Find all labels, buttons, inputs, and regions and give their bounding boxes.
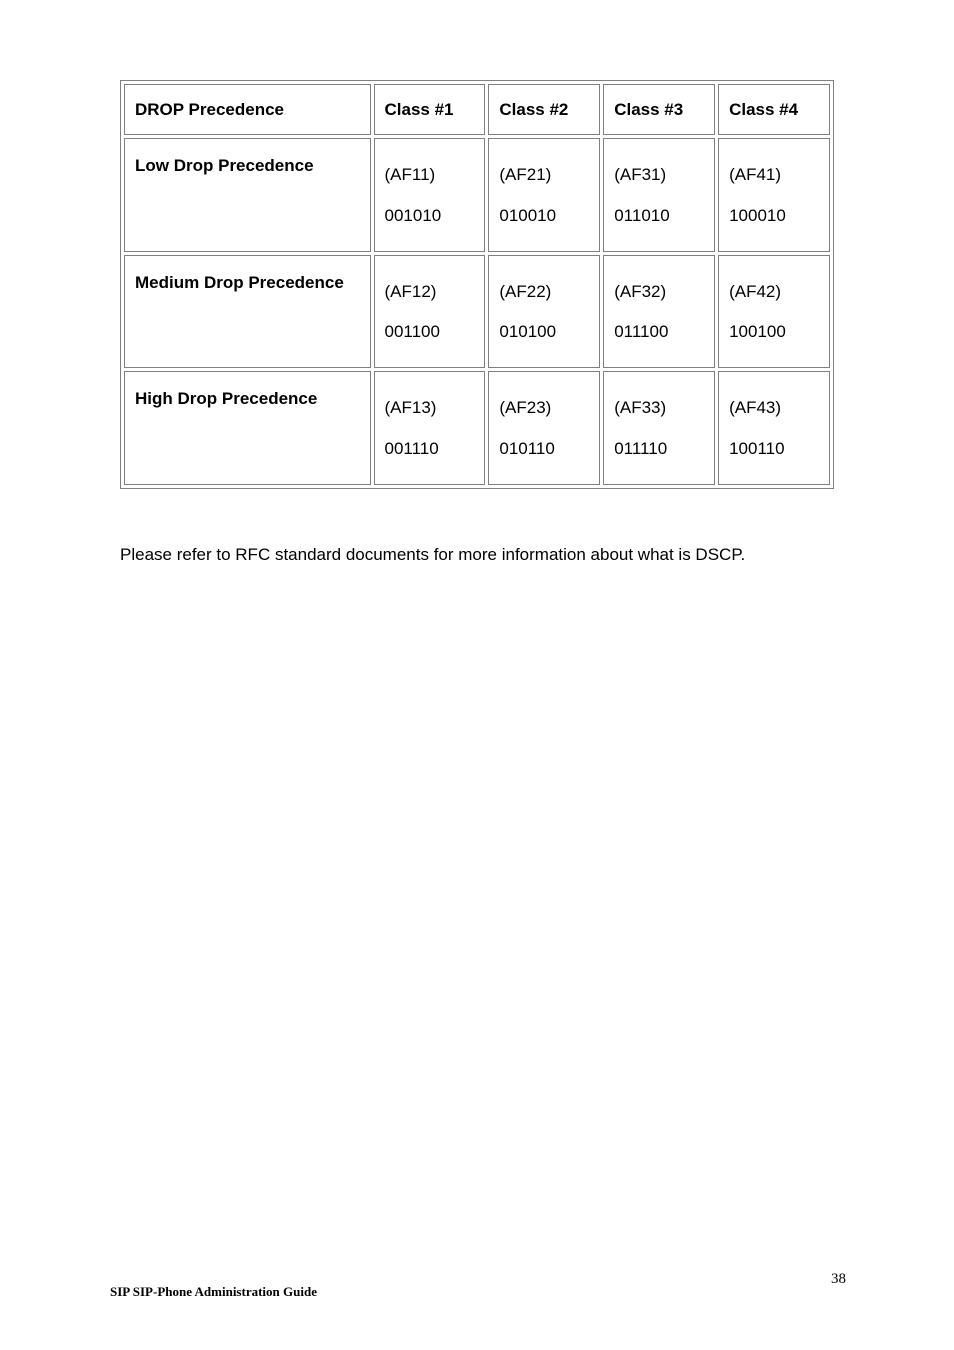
af-code: (AF41) xyxy=(729,155,819,196)
af-code: (AF13) xyxy=(385,388,475,429)
table-header-row: DROP Precedence Class #1 Class #2 Class … xyxy=(124,84,830,135)
cell-low-c4: (AF41) 100010 xyxy=(718,138,830,252)
row-label-high: High Drop Precedence xyxy=(124,371,371,485)
af-code: (AF33) xyxy=(614,388,704,429)
af-code: (AF11) xyxy=(385,155,475,196)
row-label-medium: Medium Drop Precedence xyxy=(124,255,371,369)
binary-code: 010100 xyxy=(499,312,589,353)
cell-med-c3: (AF32) 011100 xyxy=(603,255,715,369)
binary-code: 011010 xyxy=(614,196,704,237)
binary-code: 100110 xyxy=(729,429,819,470)
footer-title: SIP SIP-Phone Administration Guide xyxy=(110,1284,317,1300)
cell-low-c2: (AF21) 010010 xyxy=(488,138,600,252)
description-paragraph: Please refer to RFC standard documents f… xyxy=(120,545,834,565)
af-code: (AF22) xyxy=(499,272,589,313)
table-row: Low Drop Precedence (AF11) 001010 (AF21)… xyxy=(124,138,830,252)
header-class-4: Class #4 xyxy=(718,84,830,135)
binary-code: 100100 xyxy=(729,312,819,353)
dscp-table: DROP Precedence Class #1 Class #2 Class … xyxy=(120,80,834,489)
header-class-1: Class #1 xyxy=(374,84,486,135)
header-class-3: Class #3 xyxy=(603,84,715,135)
binary-code: 100010 xyxy=(729,196,819,237)
cell-low-c1: (AF11) 001010 xyxy=(374,138,486,252)
cell-med-c2: (AF22) 010100 xyxy=(488,255,600,369)
table-row: Medium Drop Precedence (AF12) 001100 (AF… xyxy=(124,255,830,369)
row-label-low: Low Drop Precedence xyxy=(124,138,371,252)
binary-code: 011110 xyxy=(614,429,704,470)
af-code: (AF23) xyxy=(499,388,589,429)
header-drop-precedence: DROP Precedence xyxy=(124,84,371,135)
binary-code: 010010 xyxy=(499,196,589,237)
cell-med-c1: (AF12) 001100 xyxy=(374,255,486,369)
binary-code: 001100 xyxy=(385,312,475,353)
cell-high-c3: (AF33) 011110 xyxy=(603,371,715,485)
af-code: (AF42) xyxy=(729,272,819,313)
cell-high-c2: (AF23) 010110 xyxy=(488,371,600,485)
binary-code: 010110 xyxy=(499,429,589,470)
footer-page-number: 38 xyxy=(831,1271,846,1288)
cell-low-c3: (AF31) 011010 xyxy=(603,138,715,252)
binary-code: 011100 xyxy=(614,312,704,353)
binary-code: 001010 xyxy=(385,196,475,237)
af-code: (AF21) xyxy=(499,155,589,196)
cell-high-c4: (AF43) 100110 xyxy=(718,371,830,485)
af-code: (AF12) xyxy=(385,272,475,313)
header-class-2: Class #2 xyxy=(488,84,600,135)
af-code: (AF32) xyxy=(614,272,704,313)
af-code: (AF43) xyxy=(729,388,819,429)
cell-med-c4: (AF42) 100100 xyxy=(718,255,830,369)
af-code: (AF31) xyxy=(614,155,704,196)
cell-high-c1: (AF13) 001110 xyxy=(374,371,486,485)
binary-code: 001110 xyxy=(385,429,475,470)
table-row: High Drop Precedence (AF13) 001110 (AF23… xyxy=(124,371,830,485)
